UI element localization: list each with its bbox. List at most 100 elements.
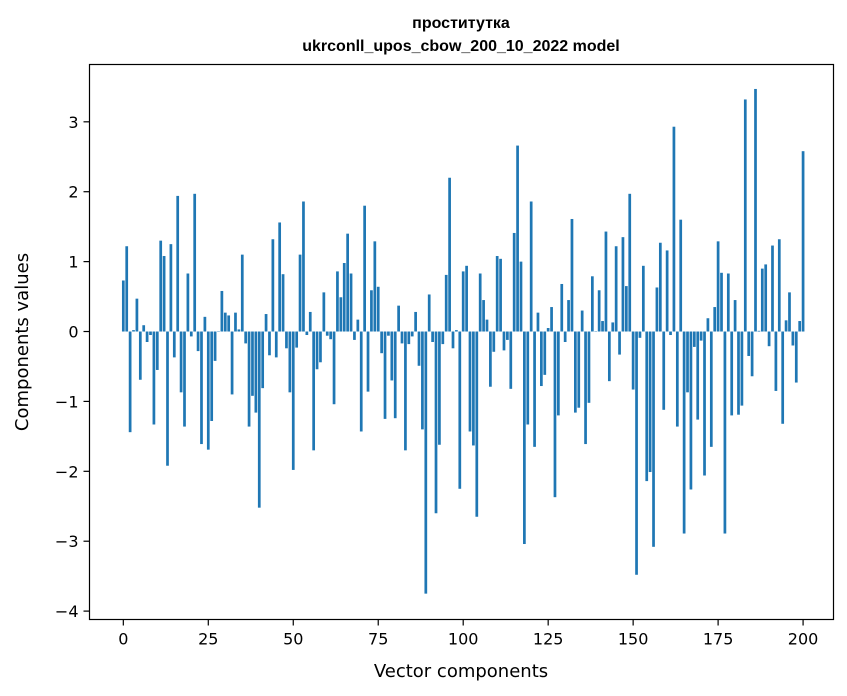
bar <box>152 331 156 425</box>
bar <box>621 237 625 332</box>
bar <box>509 331 513 389</box>
bar <box>461 271 465 332</box>
bar <box>438 331 441 445</box>
bar <box>142 325 146 332</box>
bar <box>604 231 608 332</box>
bar <box>767 331 771 347</box>
bar <box>682 331 686 534</box>
bar <box>472 331 475 446</box>
bar <box>169 244 173 332</box>
bar <box>679 219 683 332</box>
y-tick-label: −4 <box>55 602 79 621</box>
bar <box>607 331 611 382</box>
bar <box>699 331 703 341</box>
bar <box>540 331 543 387</box>
bar <box>390 331 394 381</box>
bar <box>570 218 574 332</box>
bar <box>251 331 254 396</box>
bar <box>421 331 424 430</box>
bar <box>257 331 261 508</box>
bar <box>363 205 366 332</box>
y-tick-label: 0 <box>68 323 78 342</box>
bar <box>709 331 713 447</box>
bar <box>349 273 353 332</box>
bar <box>356 319 360 332</box>
bar <box>655 287 659 332</box>
bar <box>227 315 231 332</box>
bar <box>618 331 621 355</box>
bar <box>305 331 309 336</box>
bar <box>536 312 540 332</box>
y-tick-label: −1 <box>55 392 79 411</box>
x-axis-label: Vector components <box>374 661 548 682</box>
bar <box>196 331 200 352</box>
bar <box>336 271 339 332</box>
bar <box>458 331 462 489</box>
bar <box>645 331 649 482</box>
bar <box>777 239 781 332</box>
bar <box>186 273 190 332</box>
bar <box>128 331 132 433</box>
bar <box>686 331 689 393</box>
bar <box>760 268 764 332</box>
bar <box>519 261 523 332</box>
bar <box>638 331 642 338</box>
bar <box>370 290 373 332</box>
bar <box>234 312 237 332</box>
bar <box>138 331 142 380</box>
bar <box>533 331 536 447</box>
bar <box>597 290 601 332</box>
bar-series <box>121 88 805 594</box>
bar <box>393 331 397 419</box>
bar <box>159 240 163 332</box>
bar <box>560 283 564 332</box>
bar <box>669 331 672 336</box>
x-tick-label: 125 <box>533 630 564 649</box>
bar <box>658 242 662 332</box>
bar <box>223 312 227 332</box>
bar <box>543 331 547 375</box>
y-axis-label: Components values <box>12 253 33 431</box>
bar <box>285 331 288 349</box>
bar <box>781 331 785 424</box>
bar <box>210 331 214 421</box>
bar <box>176 195 180 332</box>
bar <box>281 274 285 332</box>
bar <box>720 272 723 332</box>
bar <box>404 331 407 451</box>
bar <box>580 310 584 332</box>
bar <box>240 254 244 332</box>
bar <box>740 331 744 406</box>
bar <box>516 145 519 332</box>
bar <box>244 331 248 344</box>
bar <box>261 331 265 389</box>
bar <box>706 318 710 332</box>
bar <box>506 331 509 340</box>
bar <box>468 331 472 432</box>
bar <box>587 331 591 403</box>
bar <box>614 246 618 332</box>
bar <box>271 239 275 332</box>
bar <box>784 320 788 332</box>
x-tick-label: 0 <box>118 630 128 649</box>
y-tick-label: −2 <box>55 462 79 481</box>
bar <box>550 307 553 332</box>
bar <box>448 177 451 332</box>
bar <box>291 331 295 470</box>
bar <box>713 307 717 332</box>
bar <box>574 331 577 413</box>
bar <box>155 331 159 370</box>
bar <box>672 126 676 332</box>
bar <box>557 331 560 416</box>
bar <box>631 331 635 390</box>
bar <box>298 254 302 332</box>
x-tick-label: 100 <box>448 630 479 649</box>
bar <box>193 193 197 332</box>
bar <box>791 331 795 346</box>
y-tick-label: 1 <box>68 253 78 272</box>
bar <box>737 331 740 415</box>
bar <box>400 331 404 344</box>
bar <box>798 321 802 332</box>
bar <box>523 331 526 545</box>
